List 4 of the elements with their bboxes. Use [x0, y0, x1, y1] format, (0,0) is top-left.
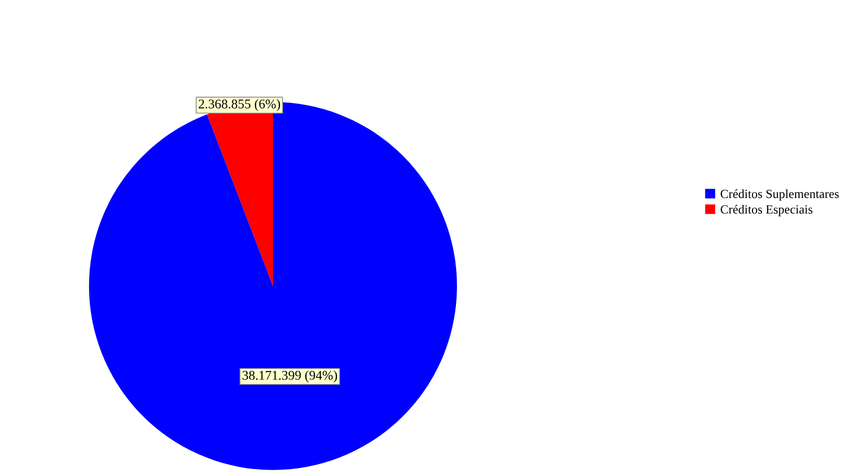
data-label: 2.368.855 (6%) — [198, 99, 280, 112]
legend-label: Créditos Suplementares — [720, 189, 839, 201]
legend-label: Créditos Especiais — [720, 204, 812, 216]
data-label: 38.171.399 (94%) — [242, 370, 338, 382]
